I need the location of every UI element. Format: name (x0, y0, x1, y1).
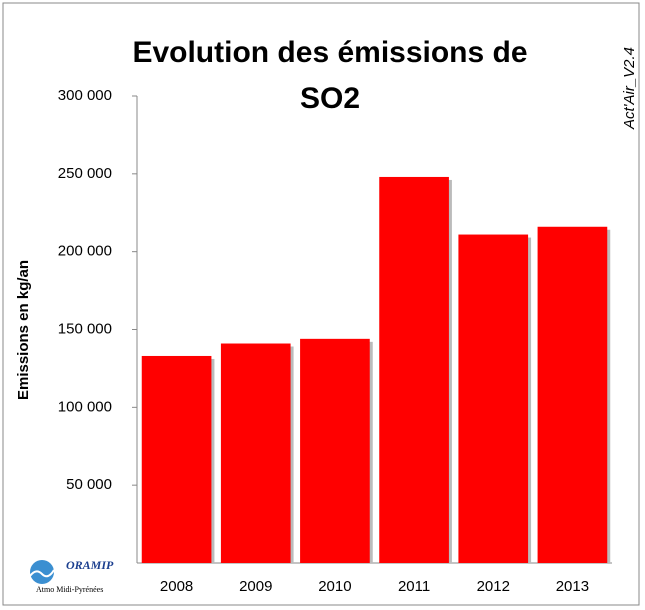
annotation: Act'Air_V2.4 (621, 47, 638, 130)
x-tick-label: 2010 (318, 578, 351, 595)
x-tick-label: 2013 (556, 578, 589, 595)
bar (537, 226, 608, 563)
x-tick-label: 2011 (398, 578, 430, 595)
bar (379, 176, 449, 564)
y-tick-label: 250 000 (58, 165, 112, 182)
y-tick-label: 100 000 (58, 398, 112, 415)
y-tick-label: 300 000 (58, 87, 112, 104)
chart-border (2, 2, 640, 606)
y-tick-label: 200 000 (58, 243, 112, 260)
bar (300, 338, 370, 563)
bar (458, 234, 529, 563)
bar (220, 343, 291, 563)
bar (141, 355, 212, 563)
logo-wave (29, 569, 55, 578)
x-tick-label: 2012 (477, 578, 510, 595)
logo-name: ORAMIP (66, 558, 114, 572)
x-tick-label: 2009 (239, 578, 272, 595)
logo: ORAMIP Atmo Midi-Pyrénées (29, 558, 114, 594)
y-axis-label: Emissions en kg/an (15, 260, 32, 400)
logo-subtitle: Atmo Midi-Pyrénées (36, 585, 103, 594)
chart-title: Evolution des émissions de SO2 (132, 36, 528, 115)
x-tick-label: 2008 (160, 578, 193, 595)
logo-icon (30, 560, 54, 584)
y-tick-label: 50 000 (66, 476, 112, 493)
y-tick-label: 150 000 (58, 320, 112, 337)
